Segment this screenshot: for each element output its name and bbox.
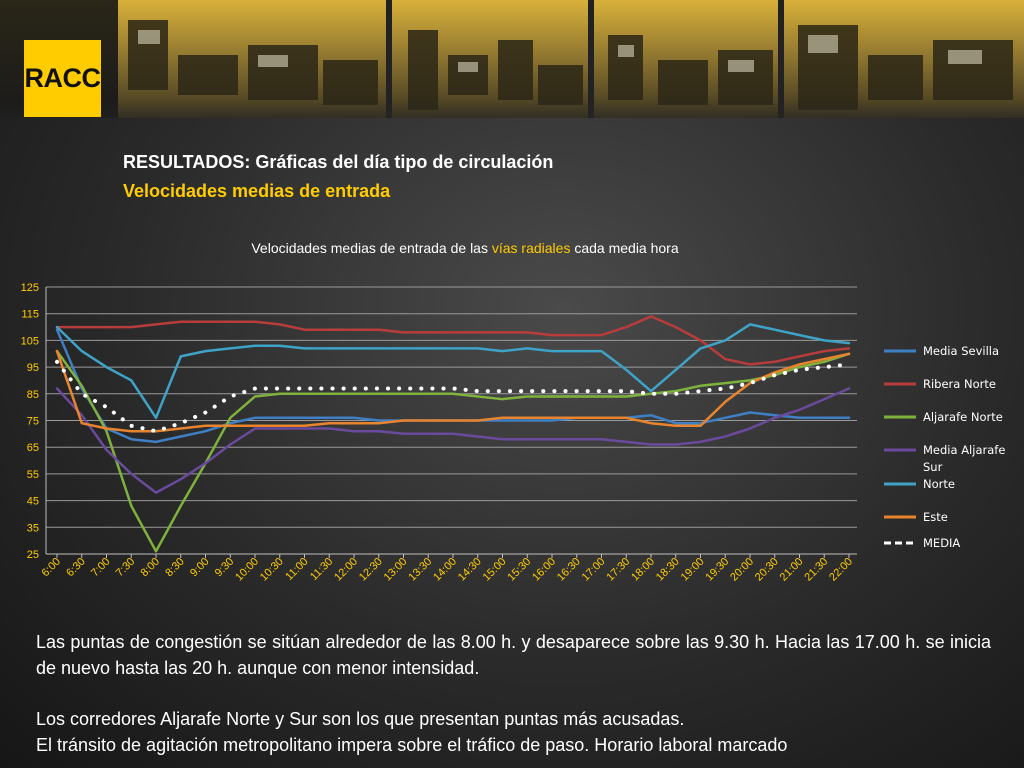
x-tick-label: 11:00 <box>283 556 310 583</box>
x-tick-label: 6:00 <box>39 556 63 580</box>
y-tick-label: 115 <box>21 309 39 321</box>
y-tick-label: 45 <box>27 496 39 508</box>
legend-aljarafe-norte-label: Aljarafe Norte <box>923 410 1003 424</box>
y-tick-label: 35 <box>27 522 39 534</box>
series-line-media <box>55 359 851 434</box>
speed-line-chart: 25 35 45 55 65 75 85 95 105 115 125 6:00 6:30 7:00 7:3… <box>21 282 1006 584</box>
notes-paragraph-1: Las puntas de congestión se sitúan alred… <box>36 632 991 678</box>
chart-heading: Velocidades medias de entrada de las vía… <box>0 240 930 256</box>
series-line-ribera-norte <box>55 315 851 366</box>
notes-line-1: Los corredores Aljarafe Norte y Sur son … <box>36 709 685 729</box>
x-tick-label: 7:00 <box>89 556 113 580</box>
notes-line-2: El tránsito de agitación metropolitano i… <box>36 735 788 755</box>
traffic-photo-strip <box>118 0 1024 118</box>
page-title: RESULTADOS: Gráficas del día tipo de cir… <box>123 152 554 172</box>
legend-media-aljarafe-sur-label: Media Aljarafe Sur <box>923 443 1005 474</box>
x-tick-label: 17:30 <box>604 556 632 584</box>
x-tick-label: 18:00 <box>629 556 657 584</box>
x-tick-label: 8:00 <box>138 556 162 580</box>
x-tick-label: 14:30 <box>456 556 484 584</box>
x-tick-label: 10:00 <box>233 556 261 584</box>
notes-paragraph-2: Los corredores Aljarafe Norte y Sur son … <box>36 706 991 758</box>
x-tick-label: 8:30 <box>163 556 187 580</box>
y-tick-label: 75 <box>27 416 39 428</box>
x-tick-label: 13:30 <box>406 556 434 584</box>
x-tick-label: 7:30 <box>114 556 138 580</box>
x-tick-label: 21:30 <box>802 556 830 584</box>
x-tick-label: 12:00 <box>332 556 360 584</box>
x-tick-label: 20:30 <box>753 556 781 584</box>
legend-media-label: MEDIA <box>923 536 960 550</box>
racc-logo[interactable]: RACC <box>24 40 101 117</box>
legend-ribera-norte-label: Ribera Norte <box>923 377 996 391</box>
x-tick-label: 22:00 <box>827 556 855 584</box>
page-subtitle: Velocidades medias de entrada <box>123 181 391 201</box>
series-line-norte <box>55 323 851 420</box>
legend-media-sevilla-label: Media Sevilla <box>923 344 999 358</box>
y-tick-label: 65 <box>27 442 39 454</box>
x-tick-label: 19:30 <box>703 556 731 584</box>
series-line-aljarafe-norte <box>55 349 851 553</box>
y-tick-label: 105 <box>21 335 39 347</box>
x-tick-label: 12:30 <box>357 556 385 584</box>
x-tick-label: 14:00 <box>431 556 459 584</box>
x-tick-label: 13:00 <box>382 556 410 584</box>
chart-heading-after: cada media hora <box>570 240 679 256</box>
x-tick-label: 9:00 <box>188 556 212 580</box>
series-line-este <box>55 349 851 433</box>
x-tick-label: 16:00 <box>530 556 558 584</box>
y-tick-label: 125 <box>21 282 39 294</box>
x-tick-label: 10:30 <box>258 556 286 584</box>
x-tick-label: 15:30 <box>505 556 533 584</box>
x-tick-label: 17:00 <box>580 556 608 584</box>
x-tick-label: 21:00 <box>778 556 806 584</box>
header-banner <box>0 0 1024 118</box>
logo-text: RACC <box>24 63 102 93</box>
x-tick-label: 19:00 <box>679 556 707 584</box>
legend-este-label: Este <box>923 510 948 524</box>
x-tick-label: 11:30 <box>308 556 335 583</box>
chart-heading-before: Velocidades medias de entrada de las <box>251 240 492 256</box>
y-tick-label: 25 <box>27 549 39 561</box>
y-tick-label: 95 <box>27 362 39 374</box>
x-tick-label: 16:30 <box>555 556 583 584</box>
y-tick-label: 55 <box>27 469 39 481</box>
y-tick-label: 85 <box>27 389 39 401</box>
legend-norte-label: Norte <box>923 477 955 491</box>
x-tick-label: 15:00 <box>481 556 509 584</box>
x-tick-label: 18:30 <box>654 556 682 584</box>
x-tick-label: 20:00 <box>728 556 756 584</box>
chart-heading-highlight: vías radiales <box>491 240 571 256</box>
series-line-media-aljarafe-sur <box>55 387 851 494</box>
x-tick-label: 6:30 <box>64 556 88 580</box>
